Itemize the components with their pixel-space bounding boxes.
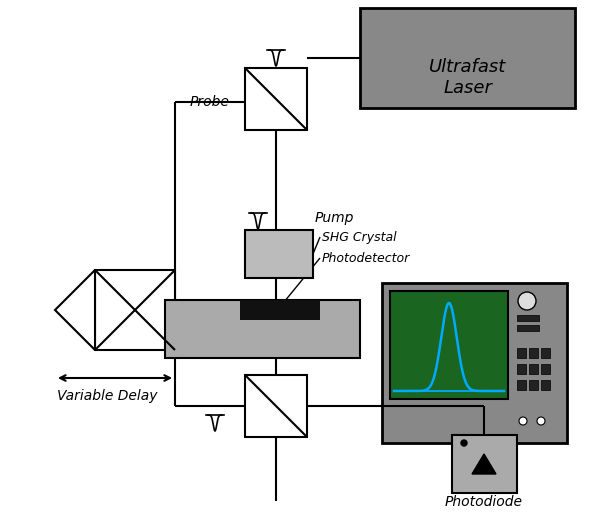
Bar: [517, 325, 539, 331]
Bar: [240, 300, 320, 320]
Bar: [529, 380, 538, 390]
Polygon shape: [472, 454, 496, 474]
Circle shape: [518, 292, 536, 310]
Bar: [95, 270, 175, 350]
Circle shape: [537, 417, 545, 425]
Bar: [529, 364, 538, 374]
Polygon shape: [55, 270, 95, 350]
Bar: [517, 364, 526, 374]
Bar: [541, 380, 550, 390]
Bar: [529, 348, 538, 358]
Bar: [245, 68, 307, 130]
Text: Pump: Pump: [315, 211, 355, 225]
Bar: [517, 380, 526, 390]
Text: SHG Crystal: SHG Crystal: [322, 230, 397, 243]
Text: Photodetector: Photodetector: [322, 252, 410, 265]
Bar: [390, 291, 508, 399]
Bar: [541, 348, 550, 358]
Bar: [517, 348, 526, 358]
Bar: [517, 315, 539, 321]
Bar: [452, 435, 517, 493]
Bar: [541, 364, 550, 374]
Bar: [360, 8, 575, 108]
Text: Variable Delay: Variable Delay: [57, 389, 157, 403]
Text: Probe: Probe: [190, 95, 230, 109]
Bar: [165, 300, 360, 358]
Bar: [382, 283, 567, 443]
Bar: [245, 230, 313, 278]
Circle shape: [461, 440, 467, 446]
Circle shape: [519, 417, 527, 425]
Text: Photodiode: Photodiode: [445, 495, 523, 509]
Text: Ultrafast
Laser: Ultrafast Laser: [430, 58, 506, 97]
Bar: [245, 375, 307, 437]
